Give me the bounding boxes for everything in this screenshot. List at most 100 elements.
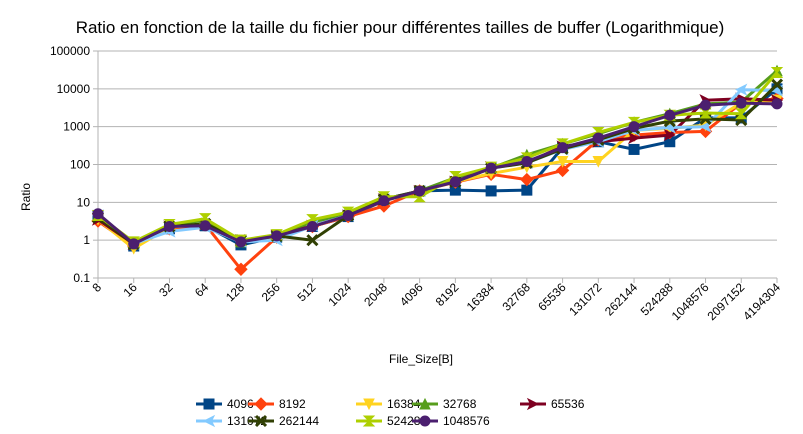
data-point	[342, 209, 354, 221]
data-point	[306, 220, 318, 232]
data-point	[520, 172, 534, 187]
data-point	[627, 131, 641, 145]
y-tick-label: 100000	[50, 44, 90, 58]
x-tick-label: 8192	[433, 280, 462, 309]
data-point	[203, 398, 215, 410]
legend-label: 16384	[387, 397, 421, 411]
data-point	[592, 156, 605, 168]
legend-label: 1048576	[443, 414, 490, 428]
y-tick-labels: 0.1 1 10 100 1000 10000 100000	[50, 44, 90, 285]
legend-item: 65536	[520, 397, 585, 411]
data-point	[699, 120, 712, 133]
x-axis-label: File_Size[B]	[389, 352, 453, 366]
x-tick-label: 16384	[464, 280, 498, 314]
data-point	[235, 236, 247, 248]
data-point	[628, 143, 640, 155]
data-point	[202, 414, 216, 428]
series-line	[97, 101, 778, 246]
axes	[97, 51, 778, 283]
x-tick-label: 512	[294, 280, 318, 304]
y-tick-label: 0.1	[73, 271, 90, 285]
legend-label: 32768	[443, 397, 477, 411]
legend-item: 1048576	[412, 414, 490, 428]
data-point	[128, 238, 140, 250]
legend-item: 262144	[248, 414, 319, 428]
legend-label: 8192	[279, 397, 306, 411]
data-point	[199, 220, 211, 232]
data-point	[254, 414, 268, 428]
legend-label: 4096	[227, 397, 254, 411]
x-tick-label: 1048576	[669, 280, 712, 323]
data-point	[735, 83, 748, 96]
data-point	[419, 415, 431, 427]
y-axis-label: Ratio	[19, 183, 33, 211]
data-point	[521, 184, 533, 196]
data-point	[485, 185, 497, 197]
data-point	[306, 234, 319, 247]
y-tick-label: 10000	[57, 82, 91, 96]
x-tick-label: 2048	[361, 280, 390, 309]
x-tick-label: 256	[259, 280, 283, 304]
x-tick-label: 64	[192, 280, 212, 300]
x-tick-label: 16	[121, 280, 141, 300]
data-point	[556, 156, 569, 168]
grid-lines	[93, 50, 777, 279]
data-point	[735, 97, 747, 109]
legend-label: 524288	[387, 414, 427, 428]
y-tick-label: 100	[70, 158, 90, 172]
x-tick-label: 4096	[397, 280, 426, 309]
x-tick-label: 2097152	[704, 280, 747, 323]
chart-title: Ratio en fonction de la taille du fichie…	[76, 18, 725, 37]
series-line	[97, 71, 779, 244]
data-point	[771, 98, 783, 110]
series-524288	[91, 67, 784, 248]
data-point	[592, 132, 604, 144]
data-point	[663, 128, 676, 142]
y-tick-label: 10	[77, 195, 91, 209]
data-point	[378, 195, 390, 207]
data-point	[526, 397, 540, 411]
data-point	[414, 185, 426, 197]
data-point	[521, 156, 533, 168]
legend-item: 8192	[248, 397, 306, 411]
y-tick-label: 1000	[63, 120, 90, 134]
y-tick-label: 1	[83, 233, 90, 247]
legend-label: 262144	[279, 414, 319, 428]
legend-item: 4096	[196, 397, 254, 411]
legend-item: 16384	[356, 397, 421, 411]
data-point	[363, 398, 375, 411]
data-point	[735, 108, 748, 120]
x-tick-label: 1024	[325, 280, 354, 309]
series-line	[97, 69, 778, 246]
data-point	[555, 163, 570, 178]
data-point	[234, 262, 248, 276]
x-tick-label: 32	[156, 280, 176, 300]
x-tick-label: 8	[89, 280, 104, 295]
data-point	[271, 230, 283, 242]
data-point	[362, 415, 376, 427]
data-point	[449, 176, 461, 188]
data-point	[770, 67, 784, 79]
x-tick-label: 65536	[535, 280, 569, 314]
legend-item: 524288	[356, 414, 427, 428]
legend-item: 32768	[412, 397, 477, 411]
data-point	[664, 109, 676, 121]
x-tick-labels: 8 16 32 64 128 256 512 1024 2048 4096 8192 16384 327…	[89, 280, 783, 323]
data-point	[419, 397, 431, 410]
x-tick-label: 128	[223, 280, 247, 304]
data-point	[700, 99, 712, 111]
data-point	[254, 397, 268, 411]
series-1048576	[92, 97, 783, 250]
data-point	[485, 162, 497, 174]
x-tick-label: 131072	[566, 280, 604, 318]
legend-label: 65536	[551, 397, 585, 411]
x-tick-label: 4194304	[740, 280, 783, 323]
data-point	[770, 78, 784, 91]
x-tick-label: 32768	[499, 280, 533, 314]
x-tick-label: 262144	[602, 280, 640, 318]
plot-area	[91, 64, 784, 276]
data-point	[628, 121, 640, 133]
data-point	[92, 208, 104, 220]
